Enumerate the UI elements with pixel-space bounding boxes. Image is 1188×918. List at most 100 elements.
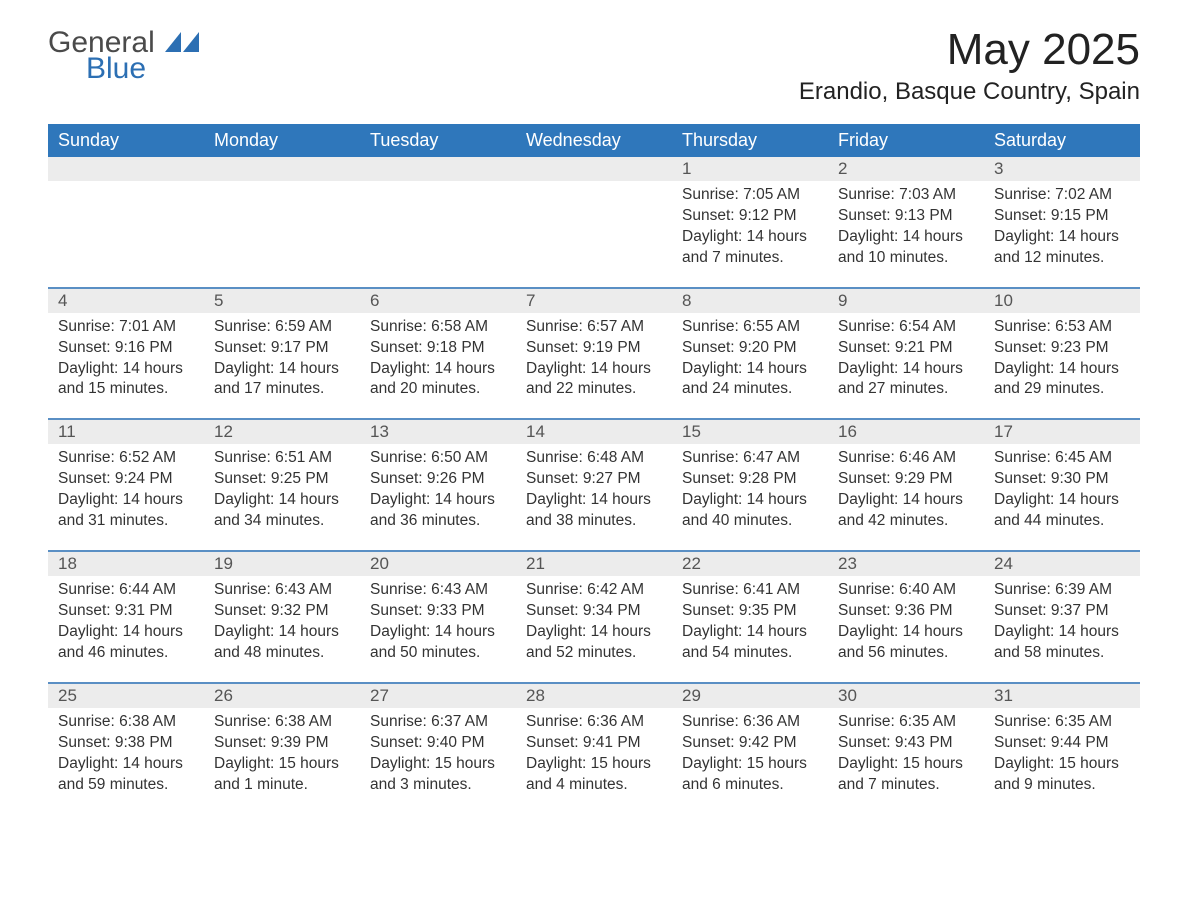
sunset-line: Sunset: 9:40 PM <box>370 733 506 754</box>
day-number: 18 <box>48 552 204 576</box>
daylight-line: Daylight: 14 hours and 58 minutes. <box>994 622 1130 664</box>
sunrise-line: Sunrise: 6:46 AM <box>838 448 974 469</box>
weekday-heading: Friday <box>828 124 984 157</box>
day-number: 26 <box>204 684 360 708</box>
sunset-line: Sunset: 9:31 PM <box>58 601 194 622</box>
day-number: 21 <box>516 552 672 576</box>
sunrise-line: Sunrise: 7:01 AM <box>58 317 194 338</box>
day-cell: Sunrise: 6:59 AMSunset: 9:17 PMDaylight:… <box>204 313 360 401</box>
sunset-line: Sunset: 9:16 PM <box>58 338 194 359</box>
daylight-line: Daylight: 14 hours and 29 minutes. <box>994 359 1130 401</box>
day-cell: Sunrise: 6:48 AMSunset: 9:27 PMDaylight:… <box>516 444 672 532</box>
day-number: 8 <box>672 289 828 313</box>
daylight-line: Daylight: 14 hours and 38 minutes. <box>526 490 662 532</box>
day-number: 7 <box>516 289 672 313</box>
sunset-line: Sunset: 9:24 PM <box>58 469 194 490</box>
day-number: 20 <box>360 552 516 576</box>
sunset-line: Sunset: 9:20 PM <box>682 338 818 359</box>
daylight-line: Daylight: 14 hours and 42 minutes. <box>838 490 974 532</box>
day-number: 25 <box>48 684 204 708</box>
sunset-line: Sunset: 9:43 PM <box>838 733 974 754</box>
sunset-line: Sunset: 9:27 PM <box>526 469 662 490</box>
sunrise-line: Sunrise: 6:51 AM <box>214 448 350 469</box>
sunrise-line: Sunrise: 6:57 AM <box>526 317 662 338</box>
daylight-line: Daylight: 15 hours and 6 minutes. <box>682 754 818 796</box>
day-cell: Sunrise: 7:01 AMSunset: 9:16 PMDaylight:… <box>48 313 204 401</box>
day-number-row: 11121314151617 <box>48 418 1140 444</box>
sunrise-line: Sunrise: 6:36 AM <box>682 712 818 733</box>
day-number-row: 123 <box>48 157 1140 181</box>
weekday-heading: Wednesday <box>516 124 672 157</box>
daylight-line: Daylight: 14 hours and 34 minutes. <box>214 490 350 532</box>
sunrise-line: Sunrise: 7:03 AM <box>838 185 974 206</box>
day-number: 12 <box>204 420 360 444</box>
sunset-line: Sunset: 9:36 PM <box>838 601 974 622</box>
day-number <box>204 157 360 181</box>
sunset-line: Sunset: 9:12 PM <box>682 206 818 227</box>
day-cell: Sunrise: 6:51 AMSunset: 9:25 PMDaylight:… <box>204 444 360 532</box>
day-number: 2 <box>828 157 984 181</box>
sunset-line: Sunset: 9:13 PM <box>838 206 974 227</box>
day-number: 13 <box>360 420 516 444</box>
day-content-row: Sunrise: 6:38 AMSunset: 9:38 PMDaylight:… <box>48 708 1140 814</box>
sunrise-line: Sunrise: 6:44 AM <box>58 580 194 601</box>
daylight-line: Daylight: 14 hours and 7 minutes. <box>682 227 818 269</box>
day-content-row: Sunrise: 6:44 AMSunset: 9:31 PM Daylight:… <box>48 576 1140 682</box>
day-number-row: 45678910 <box>48 287 1140 313</box>
weekday-heading: Sunday <box>48 124 204 157</box>
sunset-line: Sunset: 9:28 PM <box>682 469 818 490</box>
sunset-line: Sunset: 9:38 PM <box>58 733 194 754</box>
day-number: 27 <box>360 684 516 708</box>
daylight-line: Daylight: 14 hours and 15 minutes. <box>58 359 194 401</box>
sunrise-line: Sunrise: 6:37 AM <box>370 712 506 733</box>
day-number: 23 <box>828 552 984 576</box>
day-cell <box>360 181 516 269</box>
daylight-line: Daylight: 14 hours and 48 minutes. <box>214 622 350 664</box>
day-cell: Sunrise: 6:43 AMSunset: 9:33 PMDaylight:… <box>360 576 516 664</box>
day-cell: Sunrise: 6:44 AMSunset: 9:31 PMDaylight:… <box>48 576 204 664</box>
sunset-line: Sunset: 9:33 PM <box>370 601 506 622</box>
daylight-line: Daylight: 14 hours and 20 minutes. <box>370 359 506 401</box>
sunrise-line: Sunrise: 6:53 AM <box>994 317 1130 338</box>
sunrise-line: Sunrise: 6:58 AM <box>370 317 506 338</box>
day-number-row: 25262728293031 <box>48 682 1140 708</box>
topbar: General Blue May 2025 Erandio, Basque Co… <box>48 28 1140 106</box>
sunset-line: Sunset: 9:26 PM <box>370 469 506 490</box>
sunrise-line: Sunrise: 7:05 AM <box>682 185 818 206</box>
logo-text-secondary: Blue <box>86 54 146 84</box>
day-cell: Sunrise: 6:46 AMSunset: 9:29 PMDaylight:… <box>828 444 984 532</box>
sunrise-line: Sunrise: 6:43 AM <box>370 580 506 601</box>
day-cell <box>48 181 204 269</box>
sunset-line: Sunset: 9:42 PM <box>682 733 818 754</box>
day-number: 11 <box>48 420 204 444</box>
day-number: 17 <box>984 420 1140 444</box>
day-content-row: Sunrise: 7:05 AMSunset: 9:12 PMDaylight:… <box>48 181 1140 287</box>
day-cell: Sunrise: 6:47 AMSunset: 9:28 PMDaylight:… <box>672 444 828 532</box>
page-title: May 2025 <box>799 28 1140 72</box>
day-cell: Sunrise: 6:36 AMSunset: 9:42 PMDaylight:… <box>672 708 828 796</box>
weeks-container: 123Sunrise: 7:05 AMSunset: 9:12 PMDaylig… <box>48 157 1140 813</box>
day-number: 3 <box>984 157 1140 181</box>
sunrise-line: Sunrise: 6:47 AM <box>682 448 818 469</box>
sunrise-line: Sunrise: 6:54 AM <box>838 317 974 338</box>
sunset-line: Sunset: 9:39 PM <box>214 733 350 754</box>
daylight-line: Daylight: 14 hours and 44 minutes. <box>994 490 1130 532</box>
sunset-line: Sunset: 9:15 PM <box>994 206 1130 227</box>
weekday-header: Sunday Monday Tuesday Wednesday Thursday… <box>48 124 1140 157</box>
day-cell: Sunrise: 6:53 AMSunset: 9:23 PMDaylight:… <box>984 313 1140 401</box>
day-cell: Sunrise: 6:36 AMSunset: 9:41 PMDaylight:… <box>516 708 672 796</box>
sunset-line: Sunset: 9:17 PM <box>214 338 350 359</box>
sunrise-line: Sunrise: 6:35 AM <box>994 712 1130 733</box>
sunrise-line: Sunrise: 6:36 AM <box>526 712 662 733</box>
day-number <box>48 157 204 181</box>
sunrise-line: Sunrise: 6:48 AM <box>526 448 662 469</box>
sunrise-line: Sunrise: 6:40 AM <box>838 580 974 601</box>
day-number: 28 <box>516 684 672 708</box>
sunset-line: Sunset: 9:35 PM <box>682 601 818 622</box>
daylight-line: Daylight: 14 hours and 59 minutes. <box>58 754 194 796</box>
day-content-row: Sunrise: 6:52 AMSunset: 9:24 PMDaylight:… <box>48 444 1140 550</box>
day-cell <box>204 181 360 269</box>
daylight-line: Daylight: 14 hours and 40 minutes. <box>682 490 818 532</box>
calendar: Sunday Monday Tuesday Wednesday Thursday… <box>48 124 1140 813</box>
sunset-line: Sunset: 9:44 PM <box>994 733 1130 754</box>
